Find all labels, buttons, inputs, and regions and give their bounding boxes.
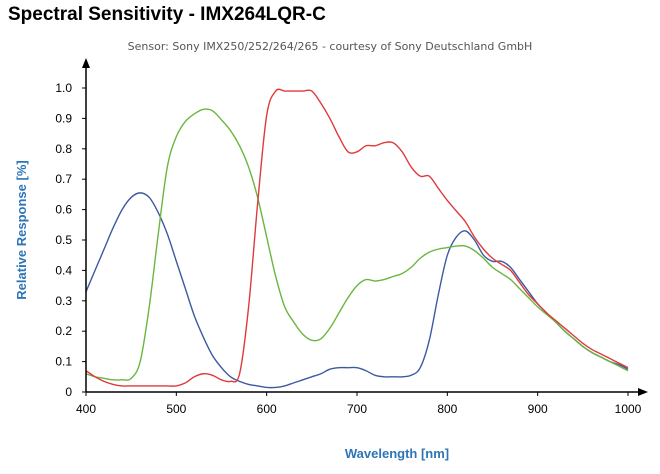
y-axis-arrow-icon (82, 58, 90, 68)
x-tick-label: 1000 (615, 402, 642, 416)
x-tick-label: 900 (528, 402, 548, 416)
x-axis-ticks: 400 500 600 700 800 900 1000 (76, 392, 642, 416)
green-channel-line (85, 108, 629, 381)
y-axis-ticks: 0 0.1 0.2 0.3 0.4 0.5 0.6 0.7 0.8 0.9 1.0 (55, 81, 86, 399)
x-axis-arrow-icon (638, 388, 648, 396)
y-tick-label: 0.2 (55, 324, 72, 338)
y-tick-label: 0.7 (55, 172, 72, 186)
x-tick-label: 700 (347, 402, 367, 416)
y-tick-label: 0.4 (55, 263, 72, 277)
y-tick-label: 0.9 (55, 111, 72, 125)
blue-channel-line (85, 192, 629, 389)
y-tick-label: 0.3 (55, 294, 72, 308)
y-tick-label: 0 (65, 385, 72, 399)
y-tick-label: 0.8 (55, 142, 72, 156)
y-tick-label: 0.1 (55, 355, 72, 369)
series-lines (85, 88, 629, 389)
x-tick-label: 400 (76, 402, 96, 416)
x-tick-label: 500 (166, 402, 186, 416)
y-tick-label: 0.6 (55, 203, 72, 217)
y-tick-label: 0.5 (55, 233, 72, 247)
x-tick-label: 800 (437, 402, 457, 416)
chart-subtitle: Sensor: Sony IMX250/252/264/265 - courte… (127, 40, 533, 53)
y-tick-label: 1.0 (55, 81, 72, 95)
red-channel-line (85, 88, 629, 387)
x-tick-label: 600 (257, 402, 277, 416)
y-axis-title: Relative Response [%] (14, 160, 29, 299)
x-axis-title: Wavelength [nm] (345, 446, 449, 461)
chart-title: Spectral Sensitivity - IMX264LQR-C (8, 4, 326, 25)
